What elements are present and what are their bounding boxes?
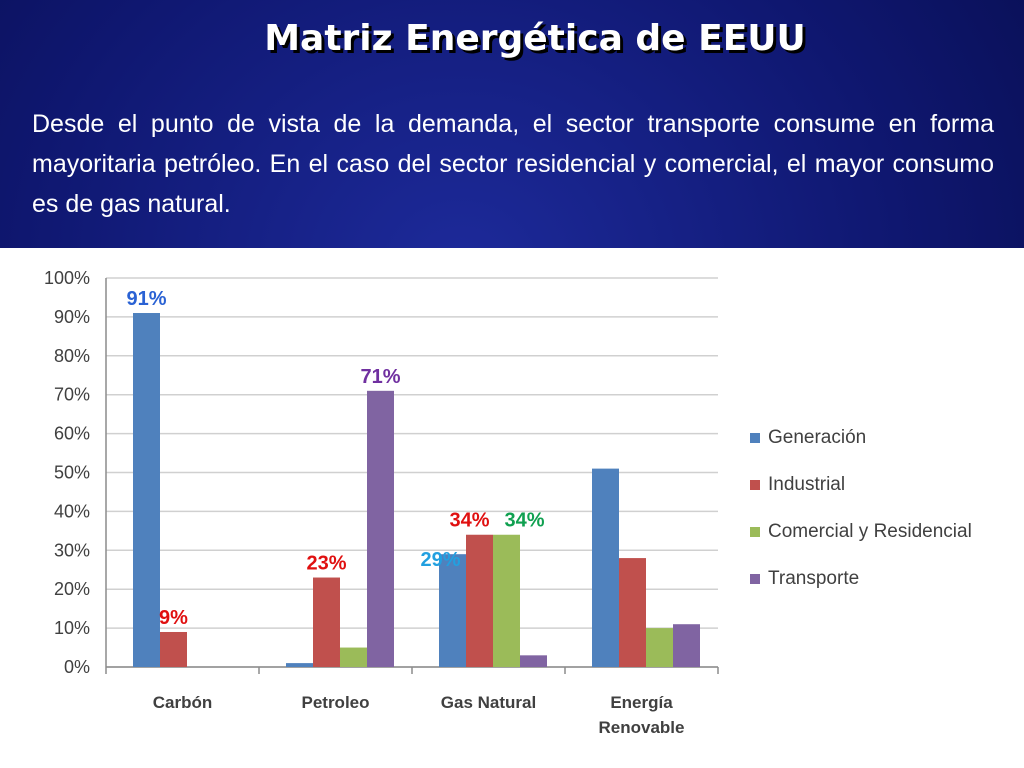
legend-label: Industrial [768,474,846,495]
bar [466,534,493,667]
y-tick-label: 20% [54,579,90,599]
legend-swatch [750,480,760,490]
data-label: 23% [306,553,346,575]
bar [493,534,520,667]
legend-item: Generación [750,426,1020,450]
chart-panel: 0% 10% 20% 30% 40% 50% 60% 70% 80% 90% 100% Carbón P… [0,248,1024,768]
bar [520,655,547,667]
bar [592,468,619,667]
legend-item: Industrial [750,473,1020,497]
slide-body-text: Desde el punto de vista de la demanda, e… [32,110,994,218]
bar [439,554,466,667]
y-tick-label: 0% [64,657,90,677]
y-tick-label: 90% [54,307,90,327]
y-tick-label: 80% [54,346,90,366]
bar [340,647,367,667]
bar-chart: 0% 10% 20% 30% 40% 50% 60% 70% 80% 90% 100% Carbón P… [44,268,719,737]
category-label: Carbón [153,693,213,712]
bar [133,313,160,667]
category-label: Petroleo [301,693,369,712]
slide-title: Matriz Energética de EEUU [264,18,806,59]
y-tick-label: 50% [54,463,90,483]
legend-swatch [750,574,760,584]
chart-legend: Generación Industrial Comercial y Residenc… [750,426,1020,614]
data-label: 9% [159,607,188,629]
legend-label: Transporte [768,568,860,589]
y-tick-label: 30% [54,540,90,560]
y-tick-label: 100% [44,268,90,288]
y-tick-label: 40% [54,501,90,521]
legend-swatch [750,527,760,537]
bar [367,390,394,667]
y-tick-label: 10% [54,618,90,638]
bar [313,577,340,667]
legend-swatch [750,433,760,443]
category-label: Renovable [599,718,685,737]
legend-item: Transporte [750,567,1020,591]
category-label: Gas Natural [441,693,536,712]
bar [286,663,313,667]
category-label: Energía [610,693,673,712]
y-tick-label: 70% [54,385,90,405]
bar [646,628,673,667]
legend-label: Generación [768,427,867,448]
bar [619,558,646,667]
data-label: 71% [360,366,400,388]
legend-item: Comercial y Residencial [750,520,1020,544]
data-label: 34% [449,510,489,532]
bar [160,631,187,667]
data-label: 29% [420,549,460,571]
y-tick-label: 60% [54,424,90,444]
data-label: 91% [126,288,166,310]
data-label: 34% [504,510,544,532]
bar [673,624,700,667]
legend-label: Comercial y Residencial [768,521,972,542]
